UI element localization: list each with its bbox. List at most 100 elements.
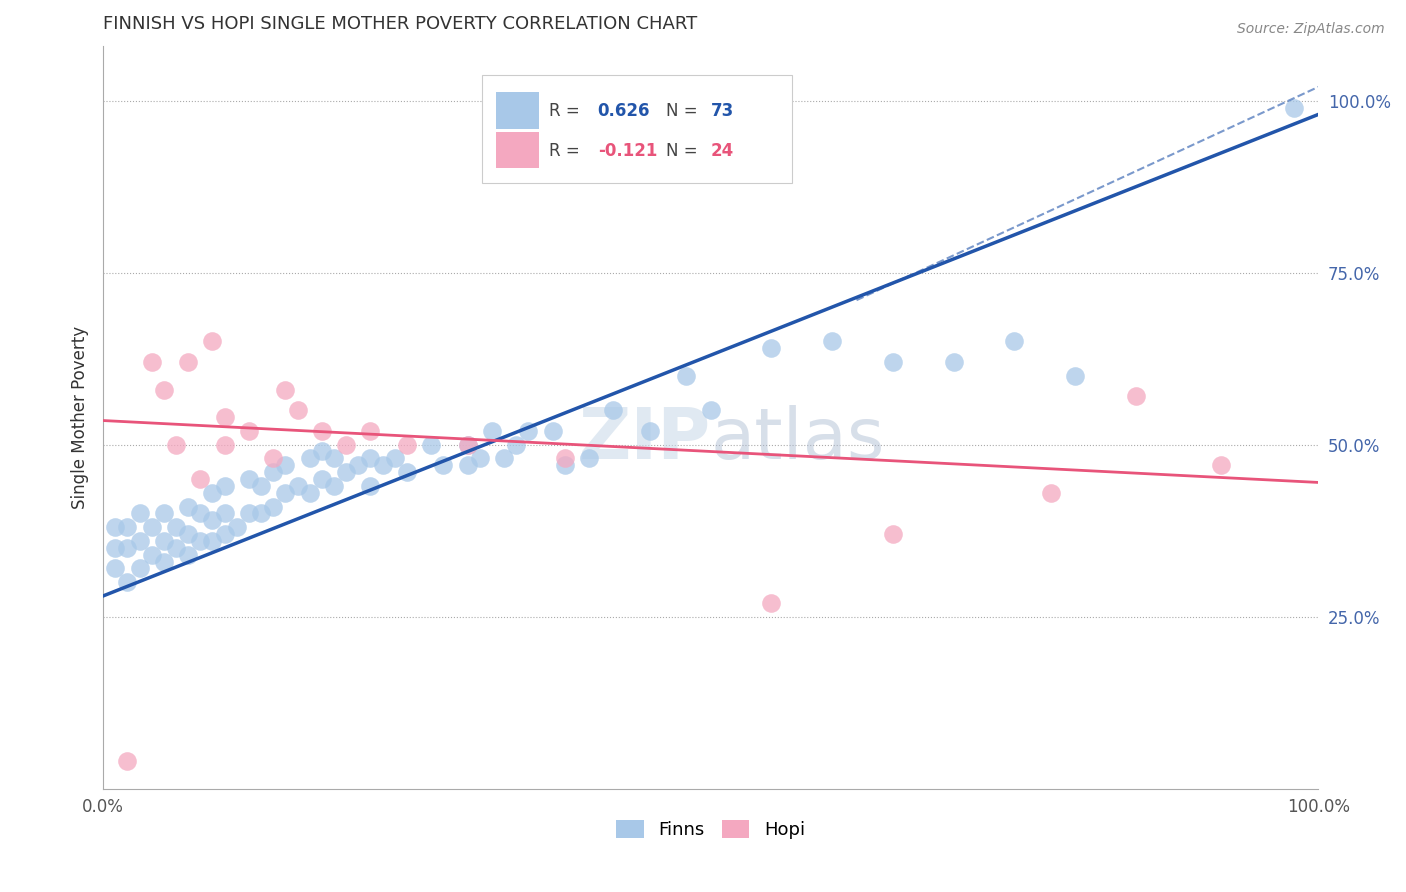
Point <box>141 355 163 369</box>
Point <box>165 437 187 451</box>
Point <box>165 520 187 534</box>
Point <box>214 527 236 541</box>
Text: ZIP: ZIP <box>578 405 710 474</box>
Point <box>201 533 224 548</box>
Point <box>153 507 176 521</box>
Point <box>468 451 491 466</box>
Legend: Finns, Hopi: Finns, Hopi <box>609 813 813 847</box>
Point <box>141 548 163 562</box>
Point <box>699 403 721 417</box>
Point <box>262 465 284 479</box>
Point <box>1209 458 1232 473</box>
Point <box>225 520 247 534</box>
Point <box>238 472 260 486</box>
Point <box>323 451 346 466</box>
Point <box>165 541 187 555</box>
Point <box>323 479 346 493</box>
Point <box>298 485 321 500</box>
Point <box>494 451 516 466</box>
Point <box>395 437 418 451</box>
Text: N =: N = <box>666 142 703 161</box>
Point <box>457 458 479 473</box>
Point <box>104 520 127 534</box>
Point <box>602 403 624 417</box>
Point <box>335 465 357 479</box>
Point <box>347 458 370 473</box>
Point <box>505 437 527 451</box>
Point <box>311 424 333 438</box>
Point <box>359 479 381 493</box>
Point <box>554 451 576 466</box>
Point <box>1282 101 1305 115</box>
Text: -0.121: -0.121 <box>598 142 657 161</box>
Point <box>274 383 297 397</box>
Point <box>153 555 176 569</box>
Point <box>287 403 309 417</box>
Point <box>188 533 211 548</box>
Point <box>942 355 965 369</box>
Point <box>238 507 260 521</box>
FancyBboxPatch shape <box>496 93 540 128</box>
Point <box>141 520 163 534</box>
Point <box>188 507 211 521</box>
Point <box>311 472 333 486</box>
Point <box>457 437 479 451</box>
Point <box>395 465 418 479</box>
Point <box>262 500 284 514</box>
Point <box>262 451 284 466</box>
Point <box>1004 334 1026 349</box>
Point <box>371 458 394 473</box>
Point <box>250 479 273 493</box>
Text: atlas: atlas <box>710 405 886 474</box>
Point <box>481 424 503 438</box>
Point <box>638 424 661 438</box>
Point <box>128 561 150 575</box>
Point <box>214 410 236 425</box>
Point <box>517 424 540 438</box>
Point <box>1125 389 1147 403</box>
Point <box>238 424 260 438</box>
Text: 0.626: 0.626 <box>598 102 650 120</box>
Point <box>821 334 844 349</box>
Point <box>177 355 200 369</box>
Text: FINNISH VS HOPI SINGLE MOTHER POVERTY CORRELATION CHART: FINNISH VS HOPI SINGLE MOTHER POVERTY CO… <box>103 15 697 33</box>
Point <box>117 520 139 534</box>
Text: R =: R = <box>550 142 585 161</box>
Point <box>177 527 200 541</box>
Y-axis label: Single Mother Poverty: Single Mother Poverty <box>72 326 89 508</box>
Point <box>298 451 321 466</box>
Point <box>153 383 176 397</box>
Text: Source: ZipAtlas.com: Source: ZipAtlas.com <box>1237 22 1385 37</box>
Point <box>117 541 139 555</box>
Point <box>104 541 127 555</box>
Text: 24: 24 <box>710 142 734 161</box>
Point <box>1064 368 1087 383</box>
Point <box>104 561 127 575</box>
Point <box>214 479 236 493</box>
Point <box>188 472 211 486</box>
Point <box>287 479 309 493</box>
Point <box>153 533 176 548</box>
Point <box>311 444 333 458</box>
Point <box>432 458 454 473</box>
Point <box>177 548 200 562</box>
Point <box>761 596 783 610</box>
Point <box>675 368 697 383</box>
Point <box>359 424 381 438</box>
Point <box>201 334 224 349</box>
Point <box>177 500 200 514</box>
Point <box>250 507 273 521</box>
Point <box>578 451 600 466</box>
Point <box>1039 485 1062 500</box>
Point <box>274 485 297 500</box>
Text: R =: R = <box>550 102 585 120</box>
Point <box>335 437 357 451</box>
Text: N =: N = <box>666 102 703 120</box>
Point <box>882 527 904 541</box>
Text: 73: 73 <box>710 102 734 120</box>
Point <box>117 754 139 768</box>
Point <box>882 355 904 369</box>
Point <box>201 513 224 527</box>
Point <box>214 437 236 451</box>
Point <box>457 437 479 451</box>
